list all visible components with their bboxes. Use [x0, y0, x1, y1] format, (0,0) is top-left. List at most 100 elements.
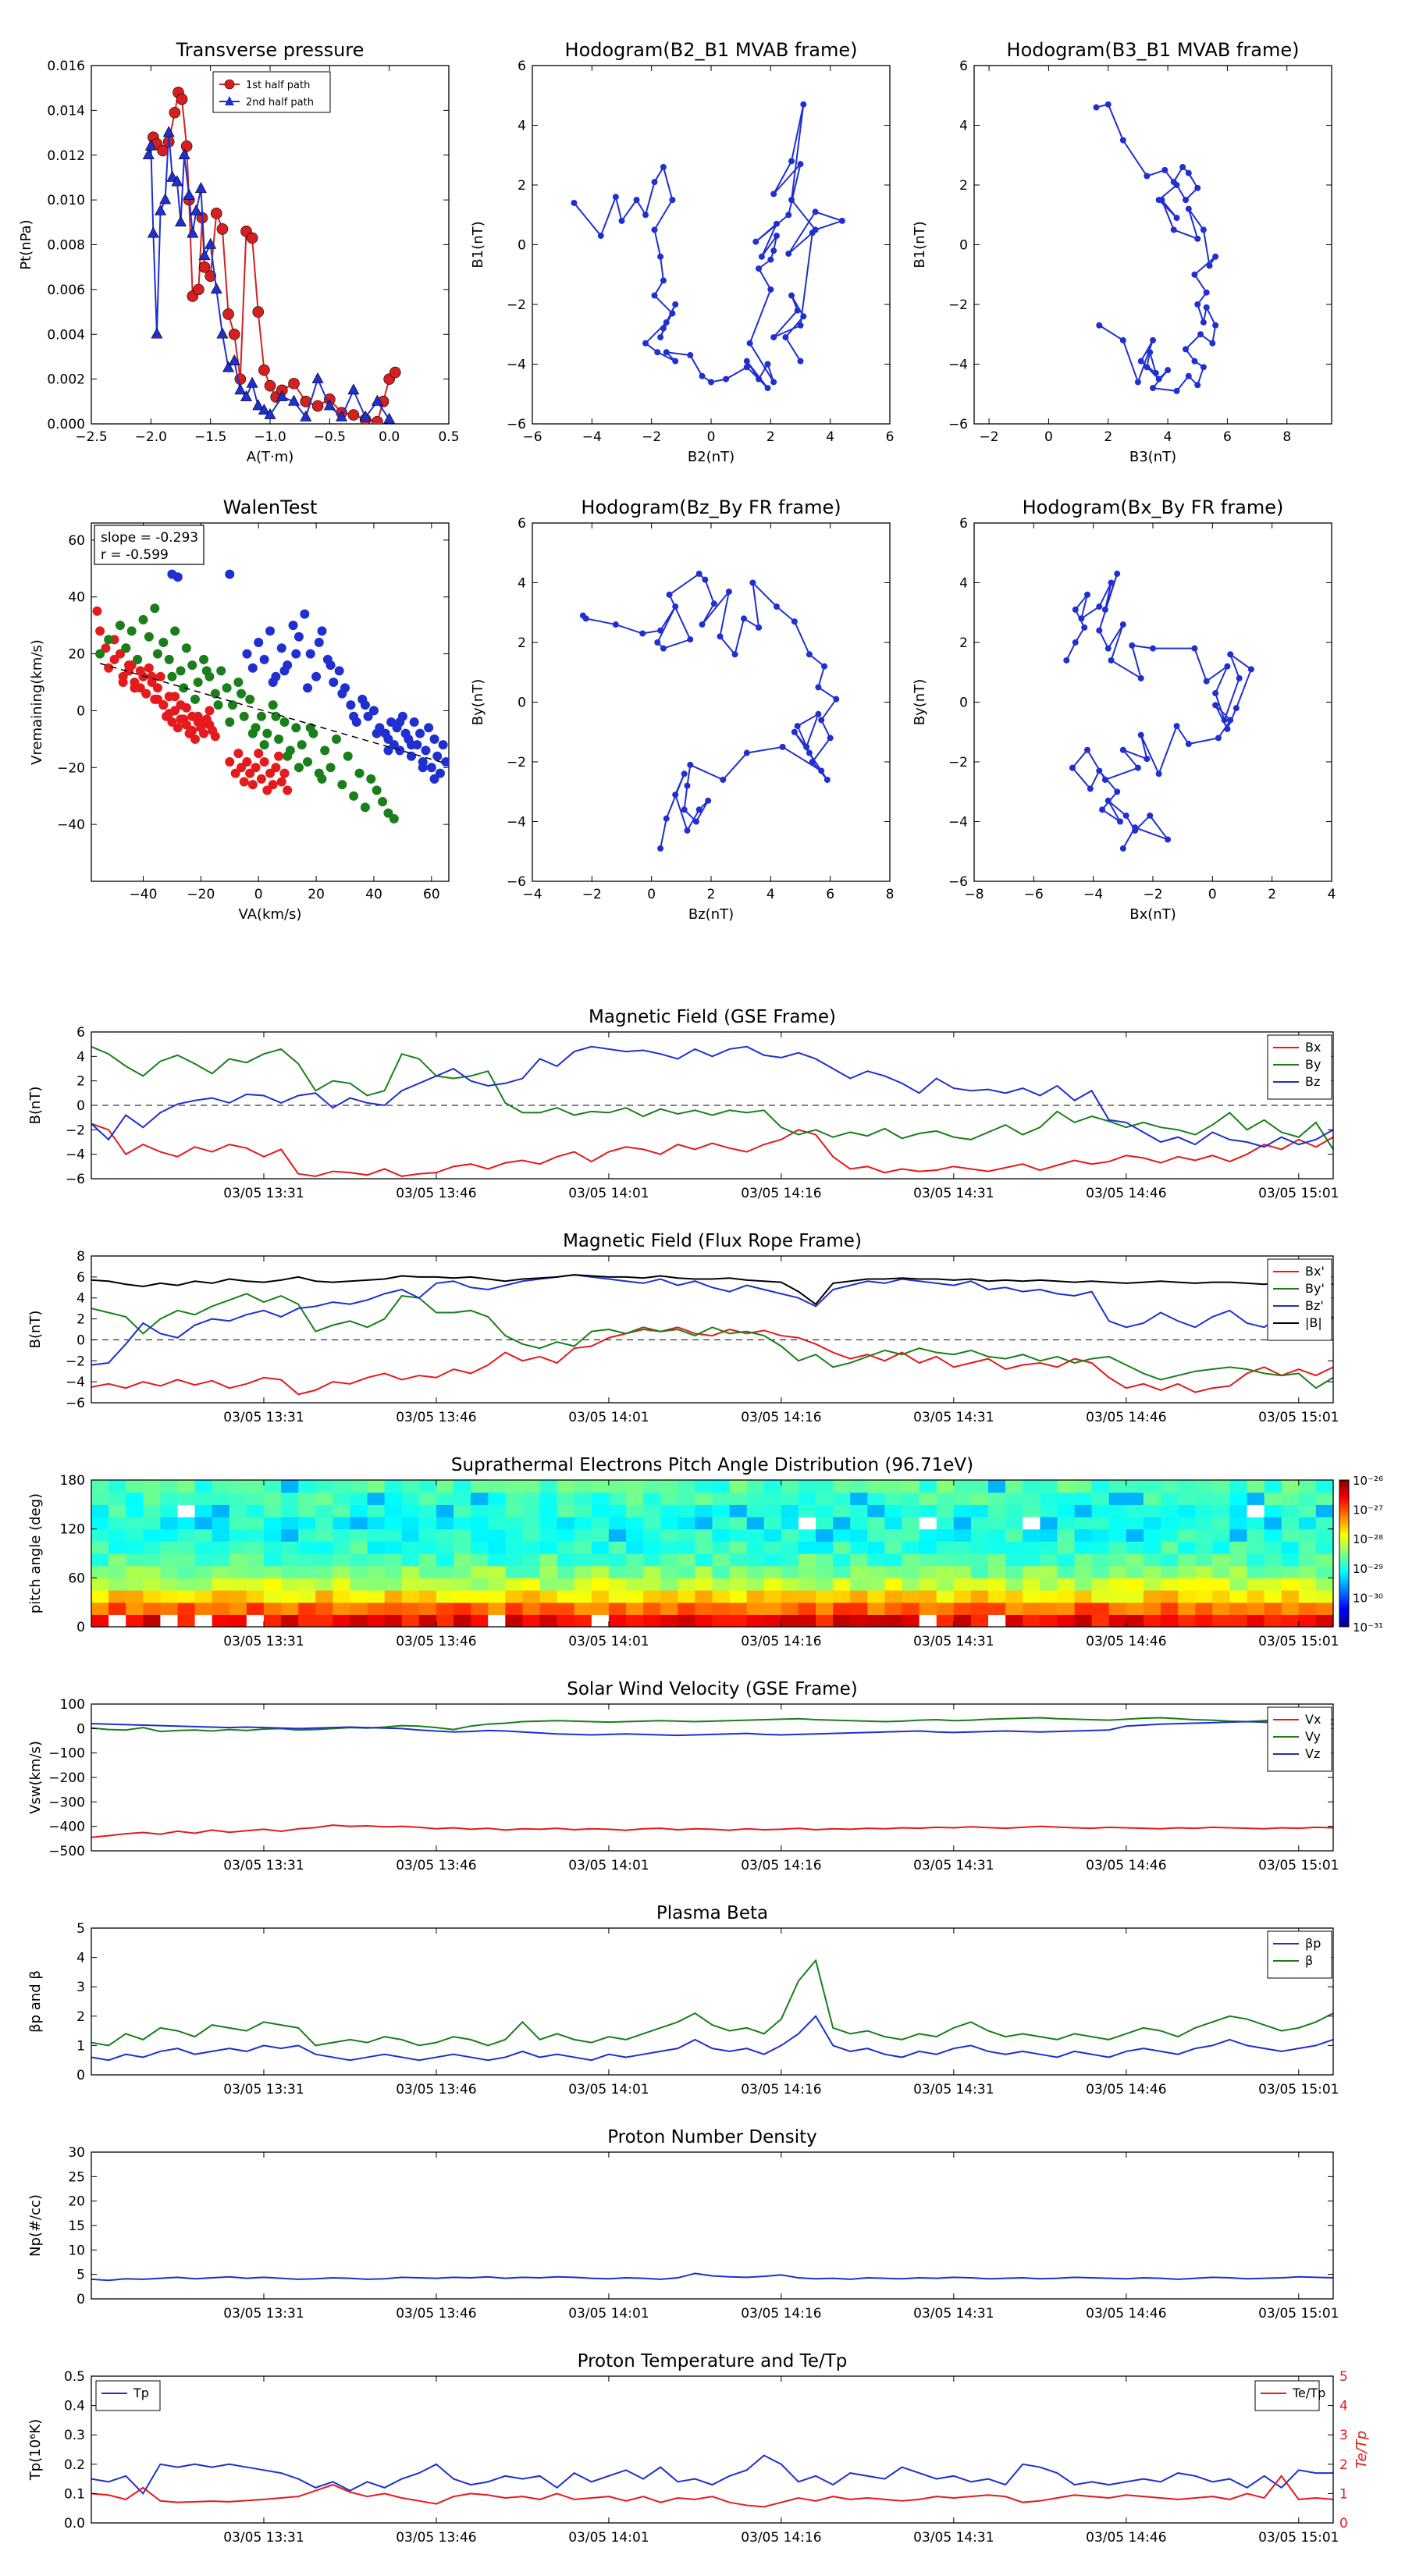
pad-heatmap-cell — [1040, 1492, 1058, 1505]
h2-point — [1191, 358, 1198, 365]
tpr-ytick-label: 0.5 — [64, 2369, 85, 2385]
walen-point — [415, 728, 425, 738]
h1-point — [758, 253, 765, 260]
h2-point — [1179, 164, 1186, 171]
pad-heatmap-cell — [229, 1578, 247, 1591]
walen-point — [343, 751, 353, 761]
pad-heatmap-cell — [678, 1480, 696, 1493]
h1-point — [571, 199, 578, 206]
pad-heatmap-cell — [678, 1565, 696, 1578]
pad-heatmap-cell — [695, 1578, 713, 1591]
pad-heatmap-cell — [1195, 1602, 1213, 1615]
pad-heatmap-cell — [850, 1517, 868, 1530]
pad-heatmap-cell — [988, 1553, 1006, 1567]
walen-point — [170, 692, 180, 702]
pad-heatmap-cell — [781, 1528, 799, 1542]
pad-heatmap-cell — [1264, 1602, 1282, 1615]
pad-heatmap-cell — [539, 1517, 558, 1530]
pad-heatmap-cell — [194, 1578, 213, 1591]
pad-heatmap-cell — [1005, 1528, 1023, 1542]
h3-point — [794, 723, 801, 730]
walen-point — [383, 808, 393, 818]
pad-heatmap-cell — [591, 1602, 610, 1615]
pad-heatmap-cell — [177, 1492, 196, 1505]
pad-heatmap-cell — [557, 1492, 575, 1505]
pad-heatmap-cell — [1315, 1517, 1334, 1530]
h4-point — [1165, 836, 1172, 843]
pad-heatmap-cell — [298, 1565, 316, 1578]
pad-heatmap-cell — [1195, 1517, 1213, 1530]
h4-point — [1147, 812, 1154, 819]
pad-heatmap-cell — [1126, 1528, 1144, 1542]
pad-heatmap-cell — [902, 1528, 920, 1542]
h1-point — [669, 197, 676, 204]
pad-heatmap-cell — [884, 1492, 903, 1505]
pad-heatmap-cell — [1315, 1565, 1334, 1578]
pad-heatmap-cell — [1108, 1614, 1127, 1628]
pad-heatmap-cell — [1074, 1517, 1093, 1530]
tp-legend-label: 1st half path — [246, 80, 310, 91]
pad-heatmap-cell — [833, 1492, 851, 1505]
beta-title: Plasma Beta — [656, 1903, 768, 1923]
pad-heatmap-cell — [643, 1541, 661, 1554]
pad-heatmap-cell — [1074, 1492, 1093, 1505]
pad-heatmap-cell — [471, 1528, 489, 1542]
tp-point — [155, 204, 167, 215]
pad-heatmap-cell — [608, 1602, 627, 1615]
pad-heatmap-cell — [1091, 1517, 1110, 1530]
pad-heatmap-cell — [160, 1614, 179, 1628]
pad-heatmap-cell — [505, 1553, 524, 1567]
pad-heatmap-cell — [763, 1528, 782, 1542]
h1-point — [797, 322, 804, 329]
pad-heatmap-cell — [1074, 1590, 1093, 1603]
pad-heatmap-cell — [1195, 1590, 1213, 1603]
pad-heatmap-cell — [712, 1528, 731, 1542]
pad-heatmap-cell — [953, 1492, 972, 1505]
pad-heatmap-cell — [384, 1517, 403, 1530]
pad-heatmap-cell — [574, 1504, 592, 1517]
walen-ytick-label: 20 — [68, 647, 85, 663]
tpr-ytick-label: 0.1 — [64, 2486, 85, 2502]
h1-point — [800, 101, 807, 108]
pad-heatmap-cell — [1281, 1517, 1300, 1530]
pad-heatmap-cell — [160, 1541, 179, 1554]
pad-heatmap-cell — [919, 1614, 937, 1628]
h1-point — [651, 226, 658, 233]
pad-heatmap-cell — [919, 1480, 937, 1493]
pad-heatmap-cell — [884, 1565, 903, 1578]
tp-xtick-label: −2.0 — [135, 429, 167, 445]
pad-heatmap-cell — [1315, 1614, 1334, 1628]
pad-heatmap-cell — [126, 1590, 144, 1603]
pad-heatmap-cell — [1143, 1528, 1161, 1542]
tp-point — [347, 383, 360, 395]
pad-heatmap-cell — [177, 1578, 196, 1591]
pad-heatmap-cell — [1178, 1590, 1196, 1603]
pad-heatmap-cell — [401, 1492, 420, 1505]
pad-heatmap-cell — [988, 1480, 1006, 1493]
bfr-series-line — [91, 1326, 1333, 1396]
h4-point — [1069, 764, 1076, 771]
pad-heatmap-cell — [1178, 1553, 1196, 1567]
walen-point — [293, 763, 304, 773]
tp-point — [228, 354, 240, 365]
h1-ytick-label: 2 — [518, 178, 526, 194]
pad-heatmap-cell — [229, 1553, 247, 1567]
pad-heatmap-cell — [970, 1590, 989, 1603]
pad-heatmap-cell — [1264, 1480, 1282, 1493]
walen-ytick-label: 40 — [68, 590, 85, 606]
pad-heatmap-cell — [816, 1553, 834, 1567]
beta-xtick-label: 03/05 13:46 — [396, 2082, 476, 2097]
pad-heatmap-cell — [229, 1614, 247, 1628]
pad-heatmap-cell — [953, 1517, 972, 1530]
h4-point — [1122, 812, 1129, 819]
walen-point — [268, 678, 278, 687]
pad-heatmap-cell — [1143, 1614, 1161, 1628]
h2-xtick-label: 0 — [1044, 429, 1053, 445]
walen-ytick-label: −20 — [57, 760, 85, 776]
h2-point — [1155, 375, 1162, 382]
pad-heatmap-cell — [418, 1504, 437, 1517]
pad-heatmap-cell — [1247, 1541, 1265, 1554]
pad-heatmap-cell — [1074, 1541, 1093, 1554]
pad-colorbar-label: 10⁻²⁸ — [1353, 1532, 1383, 1546]
tpr-title: Proton Temperature and Te/Tp — [578, 2351, 848, 2371]
